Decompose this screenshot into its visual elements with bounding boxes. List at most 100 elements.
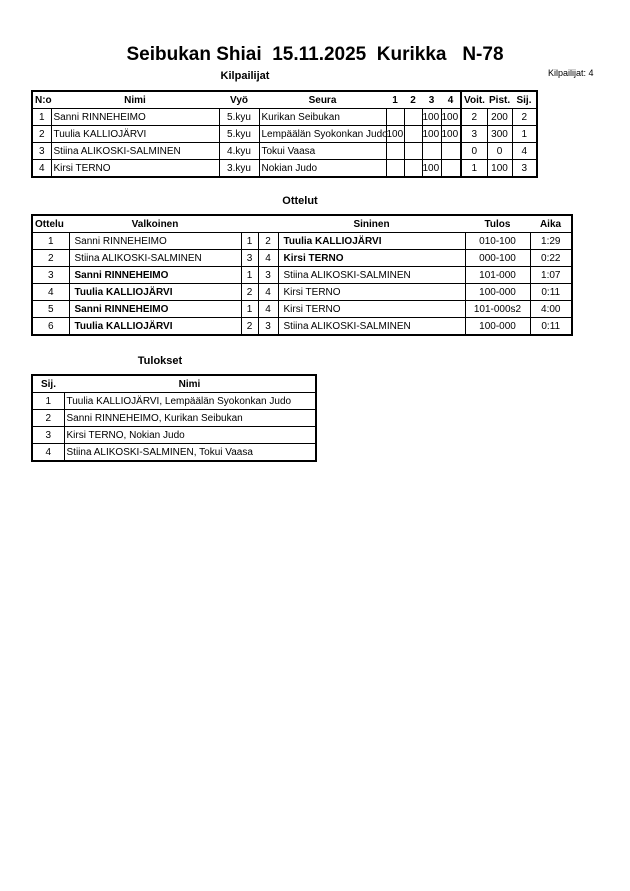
matches-table: Ottelu Valkoinen Sininen Tulos Aika 1 Sanni RI… (31, 214, 573, 336)
column-header: Nimi (51, 90, 219, 109)
match-row: 2 Stiina ALIKOSKI-SALMINEN 3 4 Kirsi TERNO 00… (31, 249, 573, 267)
cell-bn: 2 (257, 232, 279, 250)
column-header: Valkoinen (69, 214, 241, 233)
cell: 100 (440, 108, 462, 126)
cell: 3.kyu (218, 159, 260, 178)
cell-wn: 2 (240, 283, 259, 301)
cell: Stiina ALIKOSKI-SALMINEN, Tokui Vaasa (63, 443, 317, 462)
cell: 1 (460, 159, 488, 178)
match-row: 6 Tuulia KALLIOJÄRVI 2 3 Stiina ALIKOSKI-SAL… (31, 317, 573, 336)
cell-result: 101-000 (464, 266, 531, 284)
column-header: 2 (404, 90, 422, 109)
cell-bn: 4 (257, 249, 279, 267)
competitor-count: Kilpailijat: 4 (548, 68, 594, 78)
column-header: 3 (422, 90, 441, 109)
column-header (241, 214, 258, 233)
column-header: 1 (386, 90, 404, 109)
cell-time: 1:07 (529, 266, 573, 284)
cell: 4 (31, 443, 65, 462)
cell: 200 (486, 108, 513, 126)
cell: 2 (511, 108, 538, 126)
cell (440, 142, 462, 160)
cell-white: Stiina ALIKOSKI-SALMINEN (68, 249, 242, 267)
results-heading: Tulokset (137, 355, 183, 367)
results-table: Sij. Nimi 1 Tuulia KALLIOJÄRVI, Lempäälän S… (31, 374, 317, 462)
column-header: Voit. (460, 90, 487, 109)
cell-blue: Stiina ALIKOSKI-SALMINEN (277, 266, 466, 284)
cell: 5.kyu (218, 108, 260, 126)
column-header: Pist. (487, 90, 512, 109)
cell: 3 (31, 426, 65, 444)
competitor-row: 1 Sanni RINNEHEIMO 5.kyu Kurikan Seibukan 10… (31, 108, 538, 126)
cell: 3 (460, 125, 488, 143)
cell-blue: Kirsi TERNO (277, 283, 466, 301)
cell: 100 (421, 108, 442, 126)
cell: 4.kyu (218, 142, 260, 160)
cell: 100 (421, 159, 442, 178)
page-title: Seibukan Shiai 15.11.2025 Kurikka N-78 (126, 44, 504, 65)
cell: 5.kyu (218, 125, 260, 143)
cell-n: 4 (31, 283, 70, 301)
cell (403, 108, 423, 126)
cell: Lempäälän Syokonkan Judo (258, 125, 388, 143)
cell: Kurikan Seibukan (258, 108, 387, 126)
cell (385, 108, 405, 126)
cell-bn: 4 (257, 300, 279, 318)
cell-result: 101-000s2 (464, 300, 531, 318)
cell: Sanni RINNEHEIMO (50, 108, 220, 126)
cell (385, 142, 405, 160)
cell-wn: 2 (240, 317, 259, 336)
column-header: 4 (441, 90, 461, 109)
cell-white: Sanni RINNEHEIMO (68, 232, 242, 250)
cell-time: 0:11 (529, 283, 573, 301)
cell: 4 (511, 142, 538, 160)
cell: Tuulia KALLIOJÄRVI, Lempäälän Syokonkan … (63, 392, 317, 410)
competitors-heading: Kilpailijat (220, 70, 270, 82)
result-row: 1 Tuulia KALLIOJÄRVI, Lempäälän Syokonkan… (31, 392, 317, 410)
cell-bn: 3 (257, 317, 279, 336)
result-row: 2 Sanni RINNEHEIMO, Kurikan Seibukan (31, 409, 317, 427)
cell-time: 1:29 (529, 232, 573, 250)
cell-blue: Stiina ALIKOSKI-SALMINEN (277, 317, 466, 336)
cell: 100 (421, 125, 442, 143)
cell-blue: Kirsi TERNO (277, 300, 466, 318)
result-row: 4 Stiina ALIKOSKI-SALMINEN, Tokui Vaasa (31, 443, 317, 462)
cell (421, 142, 442, 160)
column-header: Vyö (219, 90, 259, 109)
cell: 0 (460, 142, 488, 160)
cell: Kirsi TERNO (50, 159, 220, 178)
column-header: Tulos (465, 214, 530, 233)
cell-wn: 1 (240, 300, 259, 318)
cell: Tuulia KALLIOJÄRVI (50, 125, 220, 143)
column-header (258, 214, 278, 233)
cell: 2 (460, 108, 488, 126)
cell-n: 3 (31, 266, 70, 284)
column-header: Sininen (278, 214, 465, 233)
cell: 300 (486, 125, 513, 143)
competitor-row: 4 Kirsi TERNO 3.kyu Nokian Judo 100 1 100 3 (31, 159, 538, 178)
cell: 0 (486, 142, 513, 160)
cell-white: Sanni RINNEHEIMO (68, 266, 242, 284)
match-row: 5 Sanni RINNEHEIMO 1 4 Kirsi TERNO 101-000s2 4… (31, 300, 573, 318)
cell-time: 0:11 (529, 317, 573, 336)
column-header: Aika (530, 214, 572, 233)
cell-n: 5 (31, 300, 70, 318)
cell-result: 000-100 (464, 249, 531, 267)
competitor-row: 2 Tuulia KALLIOJÄRVI 5.kyu Lempäälän Syokon… (31, 125, 538, 143)
cell: 1 (31, 108, 52, 126)
cell: 4 (31, 159, 52, 178)
cell-wn: 1 (240, 232, 259, 250)
cell (403, 142, 423, 160)
cell: 100 (385, 125, 405, 143)
cell-bn: 4 (257, 283, 279, 301)
column-header: Nimi (64, 374, 316, 393)
cell-result: 100-000 (464, 317, 531, 336)
column-header: Sij. (32, 374, 64, 393)
cell-white: Tuulia KALLIOJÄRVI (68, 283, 242, 301)
cell: 2 (31, 125, 52, 143)
cell-n: 6 (31, 317, 70, 336)
cell-bn: 3 (257, 266, 279, 284)
matches-heading: Ottelut (282, 195, 318, 207)
cell (403, 125, 423, 143)
